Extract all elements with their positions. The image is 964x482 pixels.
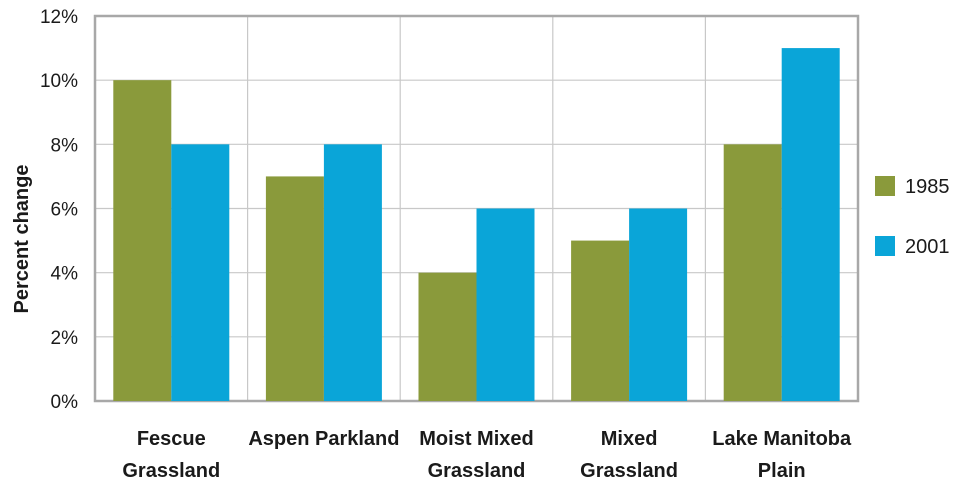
y-tick-label: 6%	[51, 200, 79, 221]
y-tick-label: 8%	[51, 135, 79, 156]
legend: 1985 2001	[875, 176, 950, 258]
bar-1985-3	[571, 240, 630, 401]
category-labels: Fescue Grassland Aspen Parkland Moist Mixed…	[122, 428, 852, 482]
bar-2001-0	[171, 144, 230, 402]
bar-2001-1	[323, 144, 382, 402]
y-tick-labels: 0% 2% 4% 6% 8% 10% 12%	[40, 7, 78, 413]
bar-1985-2	[418, 272, 477, 401]
y-tick-label: 12%	[40, 7, 78, 28]
category-label: Mixed	[601, 428, 658, 450]
bars	[113, 48, 840, 402]
y-tick-label: 2%	[51, 328, 79, 349]
y-axis-label: Percent change	[11, 165, 33, 314]
legend-swatch-2001	[875, 236, 895, 256]
bar-2001-4	[781, 48, 840, 401]
category-label: Aspen Parkland	[248, 428, 399, 450]
legend-label-1985: 1985	[905, 176, 950, 198]
category-label: Grassland	[428, 460, 526, 482]
category-label: Moist Mixed	[419, 428, 533, 450]
y-tick-label: 0%	[51, 392, 79, 413]
category-label: Plain	[758, 460, 806, 482]
category-label: Grassland	[580, 460, 678, 482]
category-label: Fescue	[137, 428, 206, 450]
bar-2001-2	[476, 208, 535, 401]
category-label: Grassland	[122, 460, 220, 482]
bar-1985-4	[723, 144, 782, 402]
legend-label-2001: 2001	[905, 236, 950, 258]
category-label: Lake Manitoba	[712, 428, 852, 450]
bar-1985-1	[265, 176, 324, 401]
bar-1985-0	[113, 80, 172, 402]
y-tick-label: 10%	[40, 71, 78, 92]
y-tick-label: 4%	[51, 264, 79, 285]
legend-swatch-1985	[875, 176, 895, 196]
bar-2001-3	[629, 208, 688, 401]
